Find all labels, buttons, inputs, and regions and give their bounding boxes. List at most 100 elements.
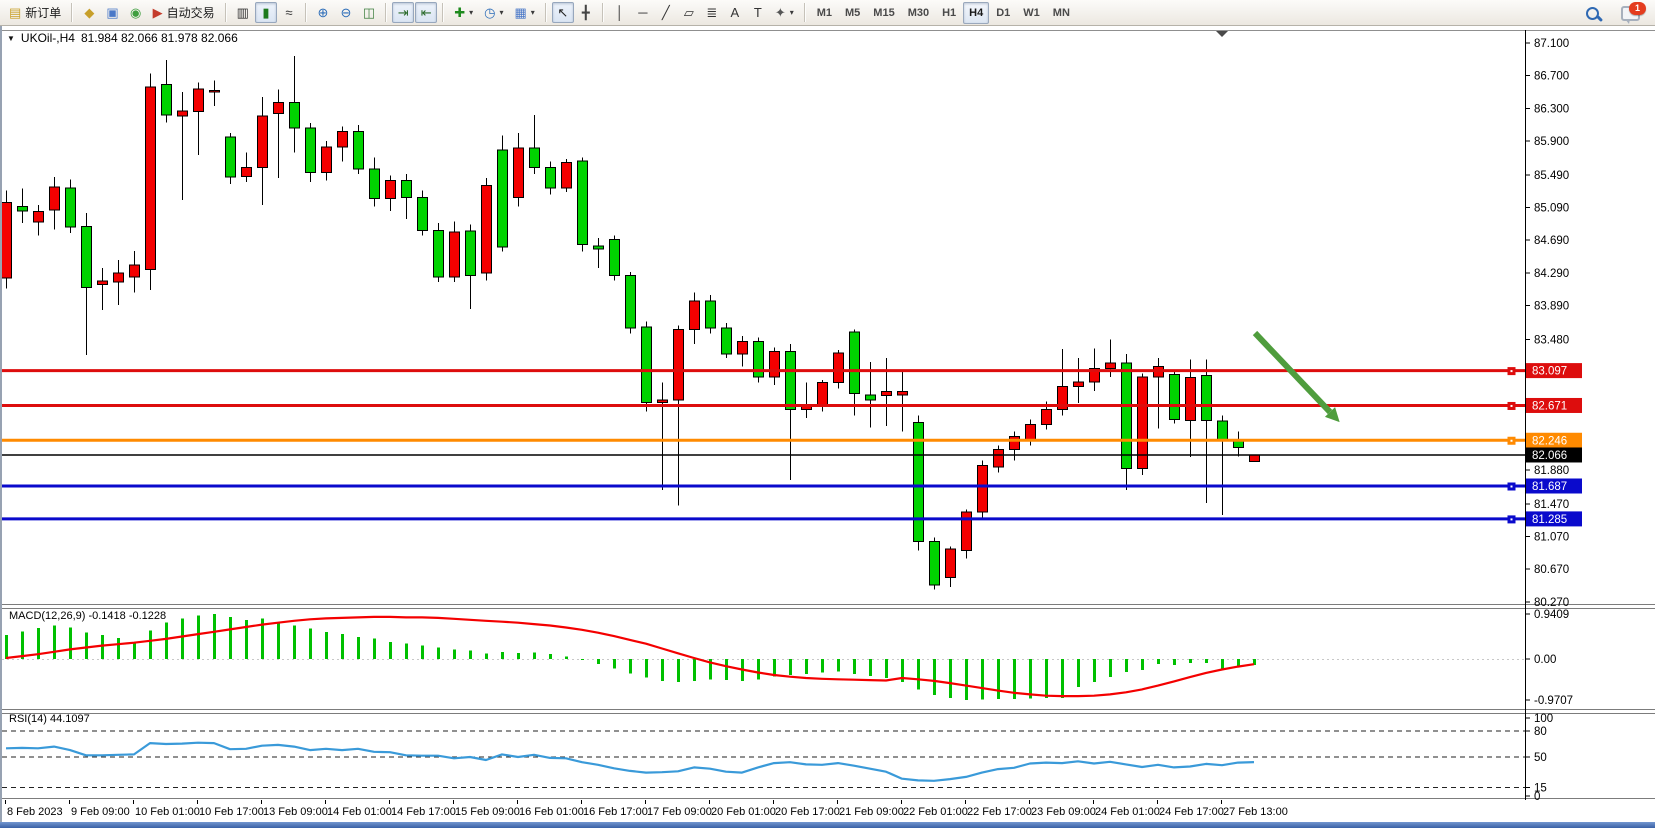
chat-button[interactable]: 1 — [1616, 1, 1646, 24]
hline-81-285[interactable]: 81.285 — [2, 511, 1582, 527]
zoom-in-button[interactable]: ⊕ — [312, 2, 334, 23]
hline-82-066[interactable]: 82.066 — [2, 447, 1582, 463]
chart-shift-button[interactable]: ⇤ — [415, 2, 438, 23]
timeframe-d1[interactable]: D1 — [996, 6, 1011, 19]
time-axis-tick — [901, 800, 902, 804]
navigator-button[interactable]: ▣ — [101, 2, 123, 23]
chevron-down-icon[interactable]: ▼ — [7, 33, 15, 43]
timeframe-m15[interactable]: M15 — [873, 6, 895, 19]
fibonacci-button[interactable]: ≣ — [701, 2, 723, 23]
crosshair-button[interactable]: ╋ — [575, 2, 597, 23]
macd-signal-line — [5, 615, 1255, 698]
new-order-button[interactable]: ▤ 新订单 — [4, 2, 66, 23]
channel-button[interactable]: ▱ — [678, 2, 700, 23]
svg-text:0: 0 — [1534, 791, 1540, 800]
candlestick-chart-button[interactable]: ▮ — [254, 2, 277, 23]
auto-scroll-button[interactable]: ⇥ — [392, 2, 415, 23]
cursor-button[interactable]: ↖ — [551, 2, 574, 23]
templates-button[interactable]: ▦ ▾ — [510, 2, 540, 23]
chart-shift-marker[interactable] — [1216, 31, 1228, 37]
timeframe-w1[interactable]: W1 — [1023, 6, 1040, 19]
tile-windows-button[interactable]: ◫ — [358, 2, 380, 23]
toolbar-separator — [544, 3, 547, 22]
time-axis-tick — [1157, 800, 1158, 804]
trendline-button[interactable]: ╱ — [655, 2, 677, 23]
text-button[interactable]: A — [724, 2, 746, 23]
text-label-icon: T — [753, 5, 762, 20]
time-axis-tick — [1221, 800, 1222, 804]
timeframe-m5[interactable]: M5 — [845, 6, 861, 19]
svg-text:80.270: 80.270 — [1534, 597, 1569, 609]
price-axis[interactable]: 87.100 86.700 86.300 85.900 85.490 85.090 84.6… — [1525, 38, 1569, 609]
time-axis-tick — [1029, 800, 1030, 804]
time-axis-tick — [325, 800, 326, 804]
periods-button[interactable]: ◷ ▾ — [479, 2, 508, 23]
time-axis-label: 15 Feb 09:00 — [455, 806, 520, 818]
svg-text:85.090: 85.090 — [1534, 202, 1569, 214]
time-axis-tick — [133, 800, 134, 804]
svg-text:80.670: 80.670 — [1534, 564, 1569, 576]
horizontal-line-button[interactable]: ─ — [632, 2, 654, 23]
arrows-button[interactable]: ✦ ▾ — [770, 2, 799, 23]
rsi-line — [5, 741, 1255, 782]
timeframe-m1[interactable]: M1 — [816, 6, 833, 19]
svg-text:84.690: 84.690 — [1534, 235, 1569, 247]
search-button[interactable] — [1581, 3, 1604, 24]
candles-layer — [1, 56, 1260, 590]
trend-arrow-annotation[interactable] — [1252, 330, 1340, 423]
autotrade-button[interactable]: ▶ 自动交易 — [148, 2, 220, 23]
time-axis-label: 17 Feb 09:00 — [647, 806, 712, 818]
text-icon: A — [730, 5, 740, 20]
indicators-button[interactable]: ✚ ▾ — [449, 2, 478, 23]
trendline-icon: ╱ — [661, 5, 670, 20]
hline-83-097[interactable]: 83.097 — [2, 363, 1582, 379]
time-axis-label: 14 Feb 17:00 — [391, 806, 456, 818]
market-watch-button[interactable]: ◆ — [78, 2, 100, 23]
timeframe-m30[interactable]: M30 — [907, 6, 930, 19]
chart-title[interactable]: ▼ UKOil-,H4 81.984 82.066 81.978 82.066 — [7, 31, 238, 45]
arrows-icon: ✦ — [774, 5, 786, 20]
hline-81-687[interactable]: 81.687 — [2, 478, 1582, 494]
time-axis-tick — [69, 800, 70, 804]
hline-82-246[interactable]: 82.246 — [2, 432, 1582, 448]
chevron-down-icon: ▾ — [469, 8, 474, 17]
time-axis-label: 16 Feb 17:00 — [583, 806, 648, 818]
label-button[interactable]: T — [747, 2, 769, 23]
time-axis[interactable]: 8 Feb 2023 9 Feb 09:00 10 Feb 01:00 10 Feb … — [0, 800, 1655, 822]
vertical-line-button[interactable]: │ — [609, 2, 631, 23]
time-axis-tick — [197, 800, 198, 804]
new-order-button-label: 新订单 — [25, 6, 62, 20]
timeframe-h4[interactable]: H4 — [963, 1, 990, 24]
bars-chart-button[interactable]: ▥ — [232, 2, 254, 23]
svg-text:87.100: 87.100 — [1534, 38, 1569, 50]
svg-text:82.246: 82.246 — [1532, 435, 1567, 447]
svg-text:85.900: 85.900 — [1534, 136, 1569, 148]
svg-text:83.097: 83.097 — [1532, 366, 1567, 378]
zoom-out-icon: ⊖ — [340, 5, 352, 20]
toolbar-separator — [803, 3, 806, 22]
time-axis-tick — [261, 800, 262, 804]
time-axis-tick — [709, 800, 710, 804]
time-axis-tick — [5, 800, 6, 804]
tile-windows-icon: ◫ — [362, 5, 376, 20]
toolbar-separator — [304, 3, 307, 22]
periods-icon: ◷ — [484, 5, 496, 20]
line-chart-button[interactable]: ≈ — [278, 2, 300, 23]
svg-text:0.9409: 0.9409 — [1534, 609, 1569, 621]
svg-text:86.300: 86.300 — [1534, 103, 1569, 115]
timeframe-h1[interactable]: H1 — [942, 6, 957, 19]
line-chart-icon: ≈ — [285, 5, 293, 20]
search-icon — [1586, 6, 1604, 22]
svg-text:0.00: 0.00 — [1534, 654, 1556, 666]
zoom-out-button[interactable]: ⊖ — [335, 2, 357, 23]
news-button[interactable]: ◉ — [125, 2, 147, 23]
timeframe-mn[interactable]: MN — [1052, 6, 1070, 19]
svg-text:82.671: 82.671 — [1532, 400, 1567, 412]
channel-icon: ▱ — [683, 5, 694, 20]
time-axis-label: 24 Feb 17:00 — [1159, 806, 1224, 818]
hline-82-671[interactable]: 82.671 — [2, 397, 1582, 413]
chart-shift-icon: ⇤ — [420, 5, 432, 20]
